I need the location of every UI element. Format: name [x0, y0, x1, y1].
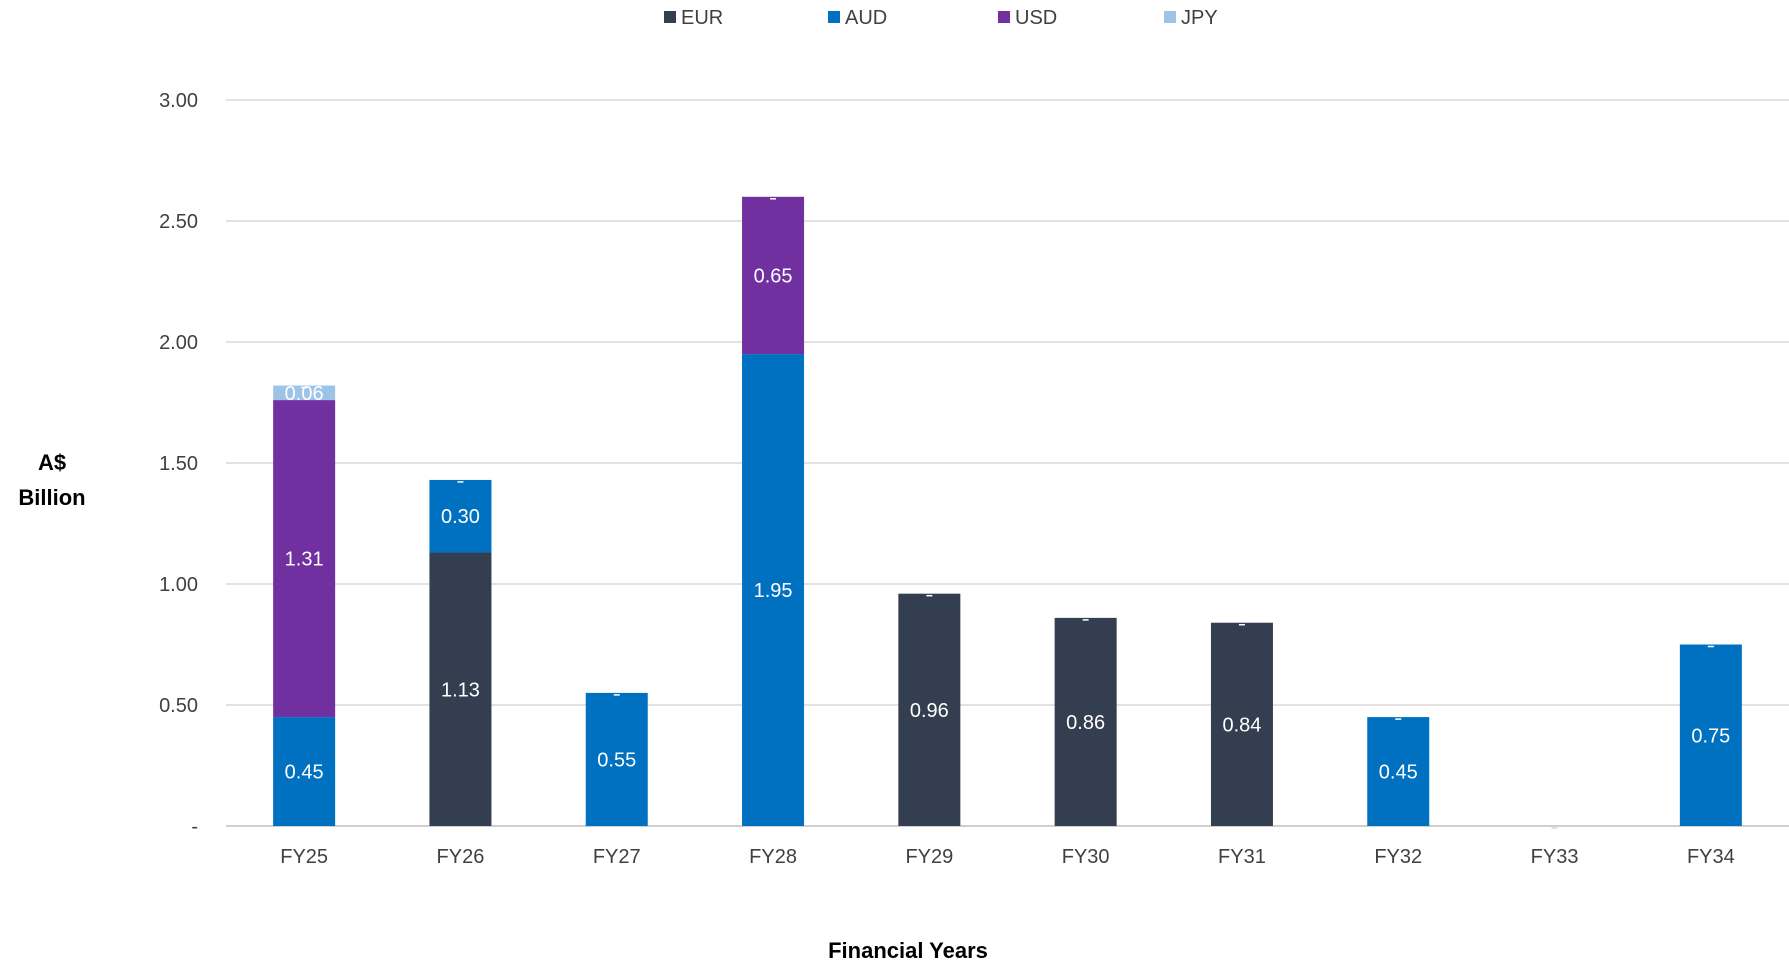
y-tick-label: 3.00 [159, 90, 198, 112]
y-axis-title-line-1: A$ [38, 450, 66, 475]
x-axis-ticks: FY25 FY26 FY27 FY28 FY29 FY30 FY31 FY32 FY33 FY34 [280, 846, 1735, 868]
legend-label-jpy: JPY [1181, 7, 1218, 29]
data-label: 0.86 [1066, 712, 1105, 734]
y-tick-label: 2.00 [159, 332, 198, 354]
data-label: 0.30 [441, 506, 480, 528]
bar-aud-fy26 [429, 479, 492, 553]
data-label: 1.13 [441, 679, 480, 701]
x-tick-label: FY34 [1687, 846, 1735, 868]
x-tick-label: FY25 [280, 846, 328, 868]
y-tick-label: - [191, 816, 198, 838]
legend-swatch-eur [664, 11, 676, 23]
bar-eur-fy31 [1210, 622, 1273, 826]
y-tick-label: 1.50 [159, 453, 198, 475]
bar-usd-fy28 [742, 196, 805, 355]
y-tick-label: 1.00 [159, 574, 198, 596]
y-tick-label: 0.50 [159, 695, 198, 717]
bar-eur-fy26 [429, 552, 492, 826]
bar-aud-fy27 [585, 692, 648, 826]
data-label: 0.55 [597, 749, 636, 771]
data-label: 0.45 [285, 762, 324, 784]
bar-usd-fy25 [273, 400, 336, 718]
bar-aud-fy28 [742, 354, 805, 826]
x-tick-label: FY33 [1531, 846, 1579, 868]
y-axis-ticks: - 0.50 1.00 1.50 2.00 2.50 3.00 [159, 90, 198, 838]
x-tick-label: FY27 [593, 846, 641, 868]
legend-swatch-usd [998, 11, 1010, 23]
legend-swatch-jpy [1164, 11, 1176, 23]
bars: 0.45 1.31 0.06 1.13 0.30 0.55 1.95 0.65 0.96 0.86… [273, 196, 1742, 829]
legend: EUR AUD USD JPY [664, 7, 1218, 29]
data-label: 0.65 [754, 265, 793, 287]
data-label: 0.75 [1691, 725, 1730, 747]
x-tick-label: FY26 [437, 846, 485, 868]
bar-jpy-fy25 [273, 385, 336, 401]
x-tick-label: FY31 [1218, 846, 1266, 868]
y-tick-label: 2.50 [159, 211, 198, 233]
bar-aud-fy34 [1679, 644, 1742, 826]
data-label: 1.95 [754, 580, 793, 602]
data-label: 0.45 [1379, 762, 1418, 784]
data-label: 0.84 [1222, 714, 1261, 736]
data-label: 0.96 [910, 700, 949, 722]
legend-label-usd: USD [1015, 7, 1057, 29]
data-label: 1.31 [285, 549, 324, 571]
x-tick-label: FY30 [1062, 846, 1110, 868]
x-tick-label: FY32 [1374, 846, 1422, 868]
legend-label-aud: AUD [845, 7, 887, 29]
x-tick-label: FY29 [905, 846, 953, 868]
bar-aud-fy32 [1367, 717, 1430, 826]
legend-swatch-aud [828, 11, 840, 23]
bar-eur-fy30 [1054, 617, 1117, 826]
bar-eur-fy29 [898, 593, 961, 826]
data-label: 0.06 [285, 383, 324, 405]
x-axis-title: Financial Years [828, 938, 988, 963]
x-tick-label: FY28 [749, 846, 797, 868]
bar-aud-fy25 [273, 717, 336, 826]
y-axis-title-line-2: Billion [18, 485, 85, 510]
legend-label-eur: EUR [681, 7, 723, 29]
